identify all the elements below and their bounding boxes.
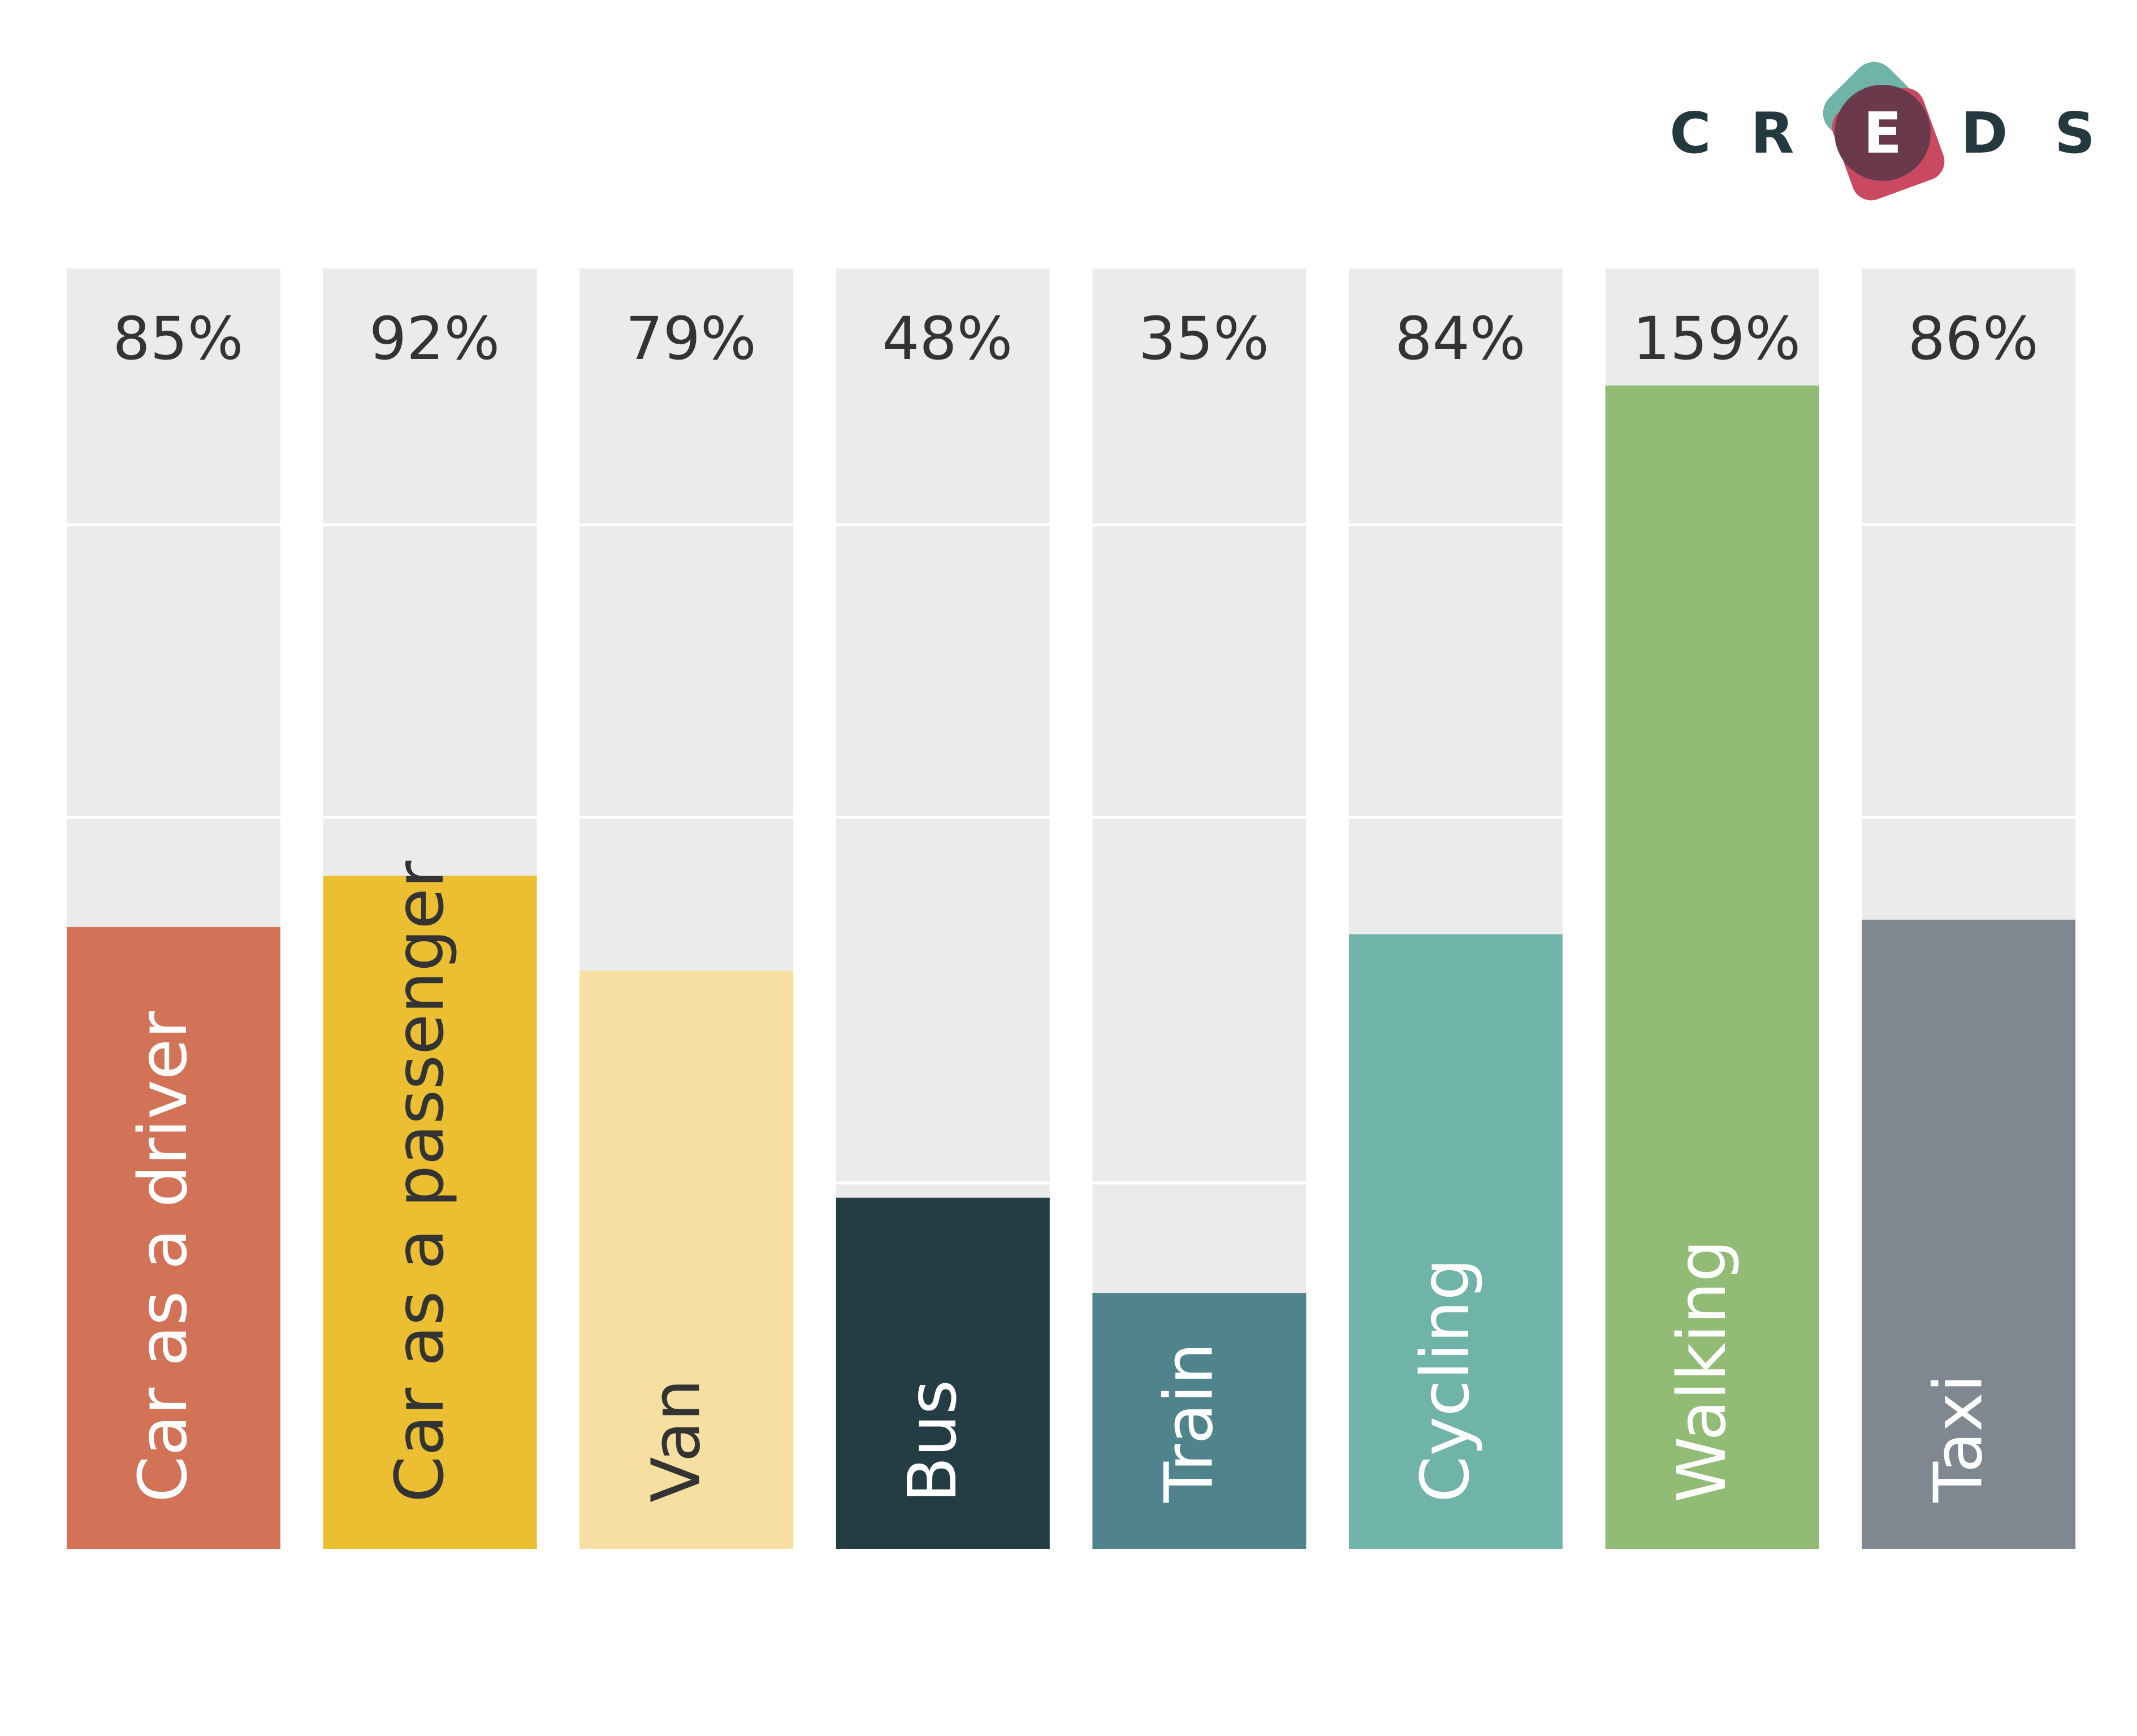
logo-emblem — [1823, 62, 1945, 201]
category-label-car-as-a-passenger: Car as a passenger — [380, 860, 458, 1503]
gridline-train-100 — [1092, 816, 1307, 819]
value-label-bus: 48% — [882, 304, 1013, 373]
logo-letter-s: S — [2054, 100, 2095, 166]
gridline-car-as-a-driver-140 — [67, 523, 280, 526]
value-label-taxi: 86% — [1908, 304, 2039, 373]
bar-bus — [836, 1197, 1050, 1549]
bar-van — [579, 971, 794, 1549]
logo-letter-d: D — [1961, 100, 2008, 166]
gridline-car-as-a-driver-100 — [67, 816, 280, 819]
category-label-walking: Walking — [1663, 1240, 1741, 1503]
gridline-bus-50 — [836, 1181, 1050, 1185]
gridline-car-as-a-passenger-100 — [323, 816, 537, 819]
gridline-train-140 — [1092, 523, 1307, 526]
bar-columns: 85% Car as a driver 92% Car as a passenger 7… — [67, 269, 2076, 1549]
value-label-car-as-a-passenger: 92% — [369, 304, 500, 373]
category-label-train: Train — [1150, 1343, 1228, 1503]
gridline-train-50 — [1092, 1181, 1307, 1185]
logo-letter-e: E — [1863, 100, 1902, 166]
value-label-car-as-a-driver: 85% — [113, 304, 243, 373]
category-label-cycling: Cycling — [1406, 1258, 1484, 1503]
gridline-car-as-a-passenger-140 — [323, 523, 537, 526]
category-label-taxi: Taxi — [1919, 1374, 1997, 1503]
creds-logo: C R E D S — [1669, 62, 2095, 201]
gridline-cycling-100 — [1349, 816, 1563, 819]
bar-walking — [1605, 386, 1819, 1549]
gridline-bus-100 — [836, 816, 1050, 819]
bar-train — [1092, 1293, 1307, 1549]
category-label-van: Van — [637, 1379, 715, 1503]
category-label-car-as-a-driver: Car as a driver — [124, 1011, 202, 1503]
value-label-cycling: 84% — [1395, 304, 1525, 373]
bar-car-as-a-passenger — [323, 876, 537, 1549]
gridline-bus-140 — [836, 523, 1050, 526]
bar-taxi — [1862, 919, 2076, 1549]
logo-letter-c: C — [1669, 100, 1711, 166]
category-label-bus: Bus — [893, 1380, 971, 1503]
bar-cycling — [1349, 934, 1563, 1549]
gridline-taxi-100 — [1862, 816, 2076, 819]
gridline-cycling-140 — [1349, 523, 1563, 526]
value-label-van: 79% — [626, 304, 756, 373]
value-label-walking: 159% — [1633, 304, 1801, 373]
gridline-van-100 — [579, 816, 794, 819]
logo-letter-r: R — [1750, 100, 1794, 166]
value-label-train: 35% — [1139, 304, 1269, 373]
logo-emblem-overlap — [1835, 85, 1931, 181]
bar-car-as-a-driver — [67, 927, 280, 1549]
gridline-taxi-140 — [1862, 523, 2076, 526]
gridline-van-140 — [579, 523, 794, 526]
